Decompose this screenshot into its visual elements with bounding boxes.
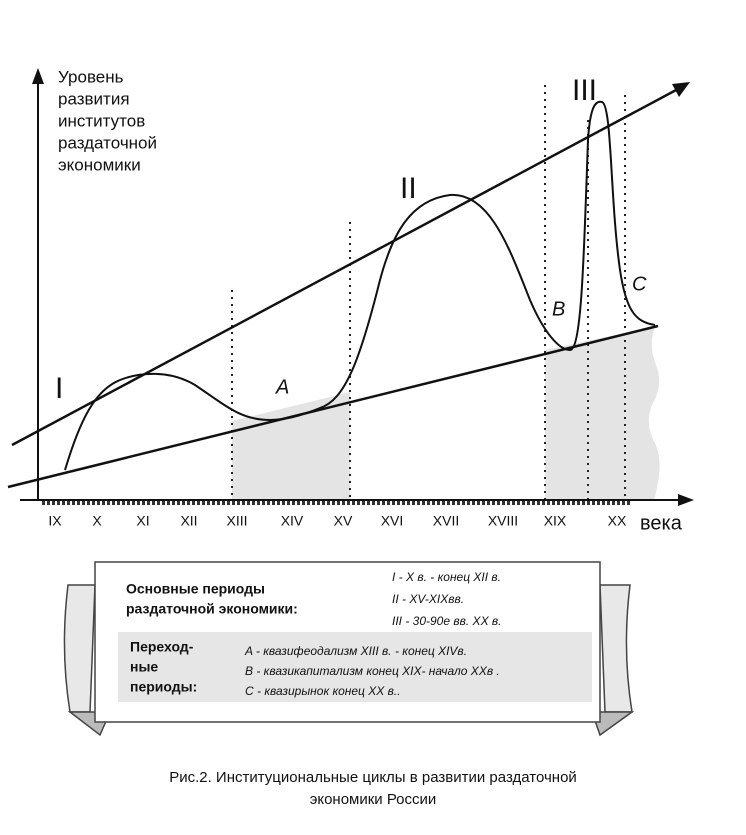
legend-item: II - XV-XIXвв. (392, 592, 464, 606)
y-label-line: развития (58, 89, 130, 108)
axes (20, 68, 694, 506)
phase-label: II (400, 172, 417, 205)
legend-title: ные (130, 659, 158, 675)
trend-lines (7, 82, 690, 489)
y-label-line: экономики (58, 155, 141, 174)
legend-scroll (63, 561, 635, 737)
legend-title: Переход- (130, 639, 194, 655)
century-label: XVI (381, 513, 404, 529)
century-label: XIII (226, 513, 247, 529)
legend-item: III - 30-90е вв. XX в. (392, 614, 502, 628)
legend-item: B - квазикапитализм конец XIX- начало XX… (245, 664, 500, 678)
caption: экономики России (310, 791, 437, 808)
legend-item: I - X в. - конец XII в. (392, 570, 501, 584)
phase-label: I (55, 372, 63, 405)
x-axis-label: века (640, 512, 683, 534)
legend-title: периоды: (130, 679, 197, 695)
legend-title: раздаточной экономики: (126, 601, 298, 617)
period-lines (231, 85, 626, 500)
legend-title: Основные периоды (126, 581, 265, 597)
legend-item: C - квазирынок конец XX в.. (245, 684, 401, 698)
century-label: XIV (281, 513, 304, 529)
century-label: IX (48, 513, 62, 529)
y-label-line: Уровень (58, 67, 124, 86)
transition-label: A (275, 376, 289, 398)
century-label: XX (608, 513, 627, 529)
century-label: XV (334, 513, 353, 529)
transition-label: B (552, 298, 565, 320)
y-label-line: раздаточной (58, 133, 157, 152)
century-label: XVII (433, 513, 459, 529)
cycle-curve (64, 100, 656, 471)
caption: Рис.2. Институциональные циклы в развити… (169, 769, 577, 786)
century-label: XVIII (488, 513, 518, 529)
century-labels: IX X XI XII XIII XIV XV XVI XVII XVIII XIX XX (48, 513, 627, 529)
shading (232, 327, 660, 500)
century-label: XIX (544, 513, 567, 529)
y-label-line: институтов (58, 111, 145, 130)
century-label: X (92, 513, 102, 529)
century-label: XI (136, 513, 149, 529)
century-label: XII (180, 513, 197, 529)
legend-item: A - квазифеодализм XIII в. - конец XIVв. (244, 644, 467, 658)
y-axis-label: Уровень развития институтов раздаточной … (58, 67, 157, 174)
phase-label: III (572, 74, 597, 107)
transition-label: C (632, 273, 647, 295)
